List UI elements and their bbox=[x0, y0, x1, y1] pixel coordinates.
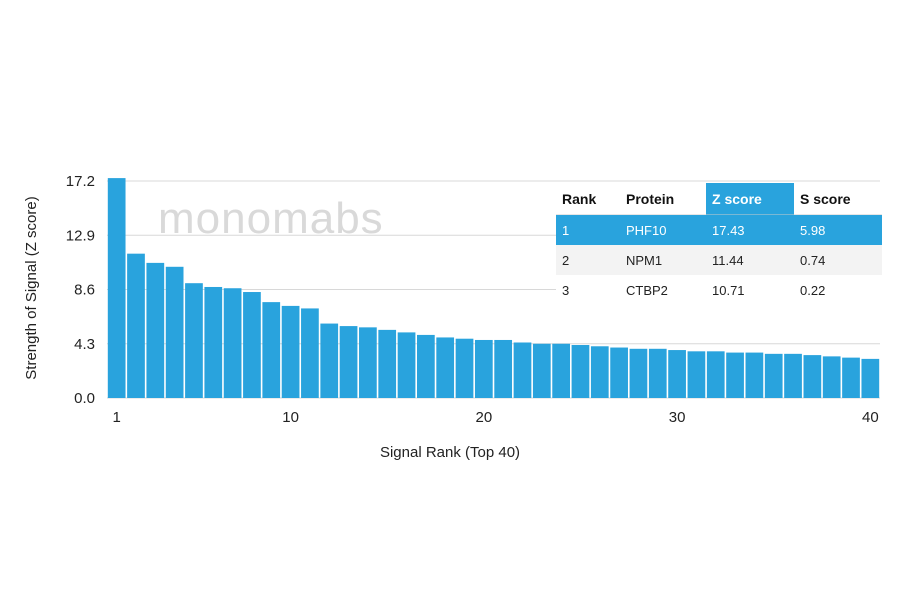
table-cell: 0.74 bbox=[800, 253, 825, 268]
bar bbox=[223, 288, 242, 398]
bar bbox=[552, 343, 570, 398]
table-cell: CTBP2 bbox=[626, 283, 668, 298]
bar bbox=[339, 326, 358, 398]
table-cell: 1 bbox=[562, 223, 569, 238]
bar bbox=[861, 358, 880, 398]
table-cell: 17.43 bbox=[712, 223, 745, 238]
bar bbox=[706, 351, 725, 398]
bar bbox=[146, 262, 165, 398]
bar bbox=[243, 292, 261, 398]
table-header-cell: Rank bbox=[562, 191, 596, 207]
table-row bbox=[556, 245, 882, 275]
table-cell: NPM1 bbox=[626, 253, 662, 268]
table-header-cell: S score bbox=[800, 191, 851, 207]
signal-table: Rank Protein Z score S score 1 PHF10 17.43 5.98… bbox=[556, 183, 882, 307]
bar bbox=[262, 302, 281, 398]
bar bbox=[474, 339, 493, 398]
table-header-cell: Z score bbox=[712, 191, 762, 207]
bar bbox=[532, 343, 551, 398]
y-tick-label: 12.9 bbox=[66, 227, 95, 244]
table-cell: 11.44 bbox=[712, 253, 744, 268]
bar bbox=[301, 308, 319, 398]
bar bbox=[127, 253, 145, 398]
x-tick-labels: 1 10 20 30 40 bbox=[112, 409, 878, 426]
y-tick-label: 4.3 bbox=[74, 336, 95, 353]
bar bbox=[455, 338, 474, 398]
x-tick-label: 10 bbox=[282, 409, 299, 426]
bar bbox=[726, 352, 744, 398]
bar bbox=[629, 348, 648, 398]
bar bbox=[397, 332, 416, 398]
table-row bbox=[556, 275, 882, 305]
x-tick-label: 20 bbox=[475, 409, 492, 426]
bar bbox=[494, 339, 513, 398]
bar bbox=[320, 323, 339, 398]
bar bbox=[764, 353, 783, 398]
table-cell: PHF10 bbox=[626, 223, 666, 238]
y-tick-label: 8.6 bbox=[74, 282, 95, 299]
bar bbox=[165, 266, 184, 398]
x-tick-label: 30 bbox=[669, 409, 686, 426]
bar bbox=[107, 178, 126, 398]
y-tick-label: 0.0 bbox=[74, 390, 95, 407]
table-row bbox=[556, 215, 882, 245]
table-cell: 2 bbox=[562, 253, 569, 268]
bar bbox=[648, 348, 667, 398]
bar bbox=[417, 334, 435, 398]
x-tick-label: 40 bbox=[862, 409, 879, 426]
y-axis-title: Strength of Signal (Z score) bbox=[23, 196, 40, 379]
bar bbox=[204, 286, 223, 398]
bar bbox=[842, 357, 860, 398]
bar bbox=[668, 350, 686, 398]
bar bbox=[687, 351, 706, 398]
bar bbox=[784, 353, 802, 398]
bar bbox=[610, 347, 628, 398]
y-tick-labels: 17.2 12.9 8.6 4.3 0.0 bbox=[66, 173, 95, 407]
bar bbox=[571, 345, 590, 398]
table-cell: 0.22 bbox=[800, 283, 825, 298]
x-tick-label: 1 bbox=[112, 409, 120, 426]
bar bbox=[822, 356, 841, 398]
watermark-logo: monomabs bbox=[158, 194, 384, 243]
x-axis-title: Signal Rank (Top 40) bbox=[380, 444, 520, 461]
table-header-highlight bbox=[706, 183, 794, 215]
bar bbox=[359, 327, 377, 398]
bar bbox=[185, 283, 203, 398]
bar bbox=[436, 337, 455, 398]
bar bbox=[378, 329, 397, 398]
bar bbox=[745, 352, 764, 398]
table-cell: 5.98 bbox=[800, 223, 825, 238]
table-header-cell: Protein bbox=[626, 191, 674, 207]
bar bbox=[590, 346, 609, 398]
y-tick-label: 17.2 bbox=[66, 173, 95, 190]
bar bbox=[513, 342, 532, 398]
bar bbox=[281, 305, 300, 398]
bar bbox=[803, 355, 822, 398]
table-cell: 10.71 bbox=[712, 283, 745, 298]
bars bbox=[107, 178, 880, 398]
table-cell: 3 bbox=[562, 283, 569, 298]
